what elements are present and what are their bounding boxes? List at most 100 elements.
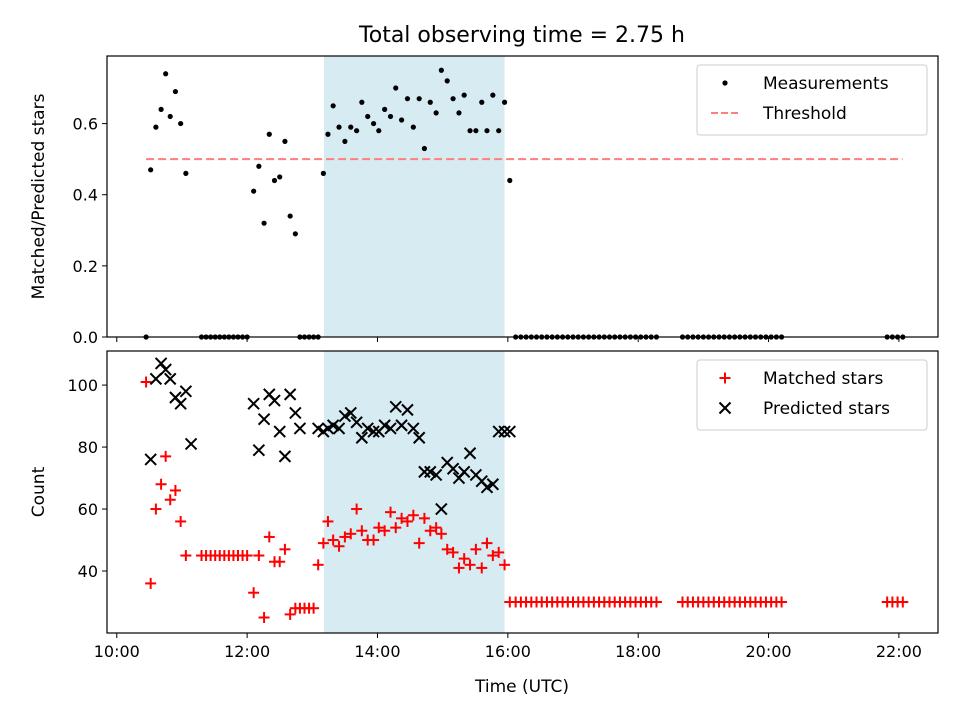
measurements-point: [444, 78, 450, 84]
matched-stars-point: [333, 540, 345, 552]
matched-stars-point: [248, 587, 260, 599]
x-tick-label: 14:00: [354, 642, 400, 661]
predicted-stars-point-b: [179, 385, 193, 398]
y-tick-label: 0.2: [73, 257, 98, 276]
predicted-stars-point-b: [350, 416, 363, 429]
measurements-point: [496, 128, 502, 134]
predicted-stars-point-b: [355, 431, 369, 444]
matched-stars-point: [279, 543, 291, 555]
measurements-point: [167, 113, 173, 120]
matched-stars-point: [401, 515, 413, 527]
measurements-point: [398, 117, 405, 123]
legend-symbol-matched-stars: [719, 372, 731, 384]
bottom-data-marks: [140, 357, 909, 624]
x-tick-label: 16:00: [485, 642, 531, 661]
predicted-stars-point: [389, 400, 402, 413]
matched-stars-point: [274, 556, 286, 568]
matched-stars-point: [650, 596, 662, 608]
measurements-point: [183, 170, 189, 176]
measurements-point: [172, 88, 179, 95]
measurements-point: [365, 113, 371, 120]
predicted-stars-point-b: [384, 422, 397, 435]
predicted-stars-point: [332, 422, 346, 435]
predicted-stars-point-b: [498, 425, 511, 438]
y-tick-label: 80: [78, 438, 98, 457]
matched-stars-point: [368, 534, 380, 546]
highlight-span-top: [324, 56, 505, 337]
matched-stars-point: [140, 376, 152, 388]
measurements-point: [325, 131, 331, 137]
matched-stars-point: [169, 484, 181, 496]
predicted-stars-point-b: [424, 465, 437, 479]
predicted-stars-point: [429, 468, 443, 482]
matched-stars-point: [373, 522, 385, 534]
matched-stars-point: [476, 562, 488, 574]
matched-stars-point: [379, 525, 391, 537]
matched-stars-point: [418, 512, 430, 524]
predicted-stars-point-b: [486, 478, 500, 491]
predicted-stars-point-b: [257, 412, 271, 426]
predicted-stars-point: [247, 397, 260, 410]
predicted-stars-point: [395, 419, 408, 432]
matched-stars-point: [241, 550, 253, 562]
measurements-point: [484, 128, 490, 134]
matched-stars-point: [447, 546, 459, 558]
measurements-point: [473, 128, 479, 134]
measurements-point: [393, 85, 399, 91]
measurements-point: [421, 145, 428, 152]
measurements-point: [282, 138, 288, 144]
bottom-legend: Matched stars Predicted stars: [696, 359, 928, 431]
measurements-point: [178, 120, 184, 127]
x-tick-label: 18:00: [615, 642, 661, 661]
predicted-stars-point: [407, 422, 420, 435]
predicted-stars-point: [361, 422, 374, 435]
legend-label-matched-stars: Matched stars: [763, 369, 883, 389]
x-tick-label: 10:00: [94, 642, 140, 661]
measurements-point: [261, 220, 267, 226]
matched-stars-point: [345, 528, 357, 540]
measurements-point: [251, 188, 257, 194]
measurements-point: [359, 99, 365, 105]
y-tick-label: 60: [78, 500, 98, 519]
x-tick-label: 12:00: [224, 642, 270, 661]
y-tick-label: 0.6: [73, 115, 98, 134]
predicted-stars-point: [268, 394, 281, 407]
matched-stars-point: [284, 608, 296, 620]
predicted-stars-point-b: [184, 437, 198, 451]
measurements-point: [438, 67, 444, 73]
predicted-stars-point: [457, 465, 471, 479]
measurements-point: [410, 124, 416, 130]
predicted-stars-point: [283, 388, 297, 401]
predicted-stars-point-b: [441, 456, 454, 469]
predicted-stars-point-b: [361, 422, 374, 435]
y-tick-label: 0.4: [73, 186, 98, 205]
predicted-stars-point: [344, 406, 357, 420]
predicted-stars-point-b: [435, 502, 448, 516]
top-plot-frame: [106, 55, 939, 338]
measurements-point: [416, 96, 422, 102]
predicted-stars-point: [350, 416, 363, 429]
matched-stars-point: [458, 553, 470, 565]
measurements-point: [507, 177, 513, 184]
matched-stars-point: [424, 525, 436, 537]
bottom-plot-frame: [106, 350, 939, 634]
matched-stars-point: [308, 602, 320, 614]
matched-stars-point: [499, 559, 511, 571]
legend-symbol-predicted-stars-b: [718, 401, 732, 415]
predicted-stars-point-b: [154, 357, 168, 370]
predicted-stars-point: [159, 363, 172, 376]
x-axis-label: Time (UTC): [474, 677, 569, 697]
matched-stars-point: [407, 509, 419, 521]
predicted-stars-point-b: [412, 431, 426, 444]
panel-ratio: 0.0 0.2 0.4 0.6 Matched/Predicted stars Mea…: [29, 55, 939, 347]
matched-stars-point: [453, 562, 465, 574]
measurements-point: [266, 131, 272, 137]
matched-stars-point: [322, 515, 334, 527]
legend-marker-measurements: [722, 80, 728, 86]
matched-stars-point: [351, 503, 363, 515]
predicted-stars-point-b: [378, 419, 391, 432]
matched-stars-point: [464, 559, 476, 571]
legend-label-predicted-stars: Predicted stars: [763, 399, 890, 419]
matched-stars-point: [435, 528, 447, 540]
